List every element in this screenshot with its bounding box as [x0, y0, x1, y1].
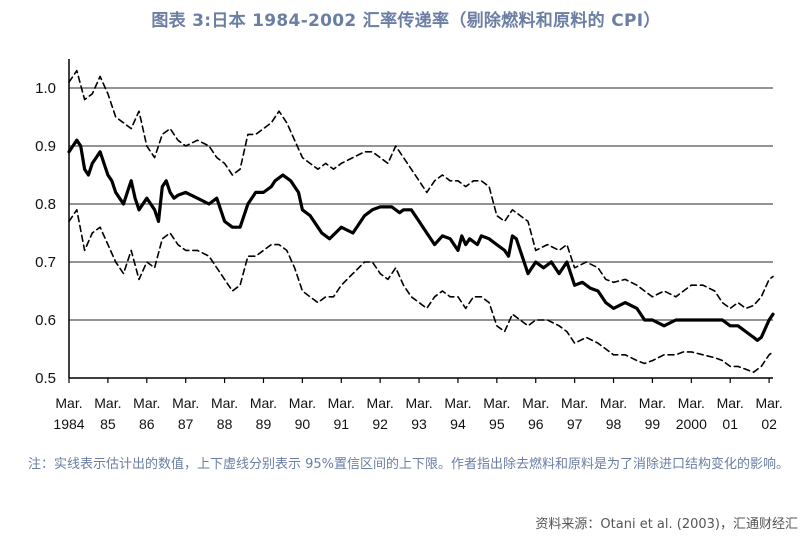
x-tick-label-month: Mar. — [755, 395, 782, 411]
x-tick-label-year: 87 — [178, 416, 194, 432]
x-tick-label-month: Mar. — [444, 395, 471, 411]
y-tick-label: 1.0 — [35, 80, 56, 97]
y-tick-label: 0.5 — [35, 370, 56, 387]
x-tick-label-year: 98 — [606, 416, 622, 432]
x-tick-label-month: Mar. — [250, 395, 277, 411]
x-tick-label-year: 93 — [411, 416, 427, 432]
x-tick-label-month: Mar. — [328, 395, 355, 411]
x-tick-label-month: Mar. — [600, 395, 627, 411]
x-tick-label-year: 90 — [295, 416, 311, 432]
chart-source: 资料来源：Otani et al. (2003)，汇通财经汇 — [535, 517, 798, 532]
gridlines — [69, 87, 773, 321]
x-tick-label-month: Mar. — [483, 395, 510, 411]
x-tick-label-year: 1984 — [53, 416, 84, 432]
y-tick-label: 0.6 — [35, 312, 56, 329]
x-tick-label-month: Mar. — [289, 395, 316, 411]
x-tick-label-year: 02 — [761, 416, 777, 432]
chart-title: 图表 3:日本 1984-2002 汇率传递率（剔除燃料和原料的 CPI） — [151, 11, 661, 31]
chart-note: 注：实线表示估计出的数值，上下虚线分别表示 95%置信区间的上下限。作者指出除去… — [28, 457, 790, 472]
x-tick-label-month: Mar. — [94, 395, 121, 411]
x-tick-label-year: 97 — [567, 416, 583, 432]
series-lines — [67, 69, 775, 373]
x-tick-label-year: 95 — [489, 416, 505, 432]
line-chart: 1.00.90.80.70.60.5 Mar.1984Mar.85Mar.86M… — [35, 59, 783, 432]
lower-bound-line — [68, 209, 774, 373]
x-tick-label-year: 2000 — [676, 416, 707, 432]
y-tick-labels: 1.0 0.9 0.8 0.7 0.6 0.5 — [35, 80, 56, 387]
x-tick-label-year: 96 — [528, 416, 544, 432]
x-tick-label-year: 88 — [217, 416, 233, 432]
x-tick-label-month: Mar. — [211, 395, 238, 411]
x-tick-labels: Mar. 1984 Mar. 85 Mar. 86 Mar. 87 Mar. 88 Mar. 89 Ma… — [53, 395, 782, 432]
x-tick-label-month: Mar. — [678, 395, 705, 411]
x-tick-label-month: Mar. — [405, 395, 432, 411]
x-tick-label-month: Mar. — [639, 395, 666, 411]
x-tick-label-month: Mar. — [133, 395, 160, 411]
x-tick-label-month: Mar. — [717, 395, 744, 411]
x-tick-label-month: Mar. — [522, 395, 549, 411]
x-tick-label-year: 94 — [450, 416, 466, 432]
x-tick-label-year: 99 — [645, 416, 661, 432]
y-tick-label: 0.7 — [35, 254, 56, 271]
x-tick-label-month: Mar. — [367, 395, 394, 411]
axes — [68, 59, 773, 383]
x-tick-label-year: 01 — [722, 416, 738, 432]
y-tick-label: 0.9 — [35, 138, 56, 155]
x-tick-label-month: Mar. — [172, 395, 199, 411]
x-tick-label-year: 89 — [256, 416, 272, 432]
x-tick-label-year: 92 — [372, 416, 388, 432]
y-tick-label: 0.8 — [35, 196, 56, 213]
x-tick-label-year: 91 — [333, 416, 349, 432]
x-tick-label-month: Mar. — [561, 395, 588, 411]
x-tick-label-year: 85 — [100, 416, 116, 432]
x-tick-label-year: 86 — [139, 416, 155, 432]
x-tick-label-month: Mar. — [55, 395, 82, 411]
upper-bound-line — [68, 69, 774, 310]
estimate-line — [67, 138, 775, 342]
